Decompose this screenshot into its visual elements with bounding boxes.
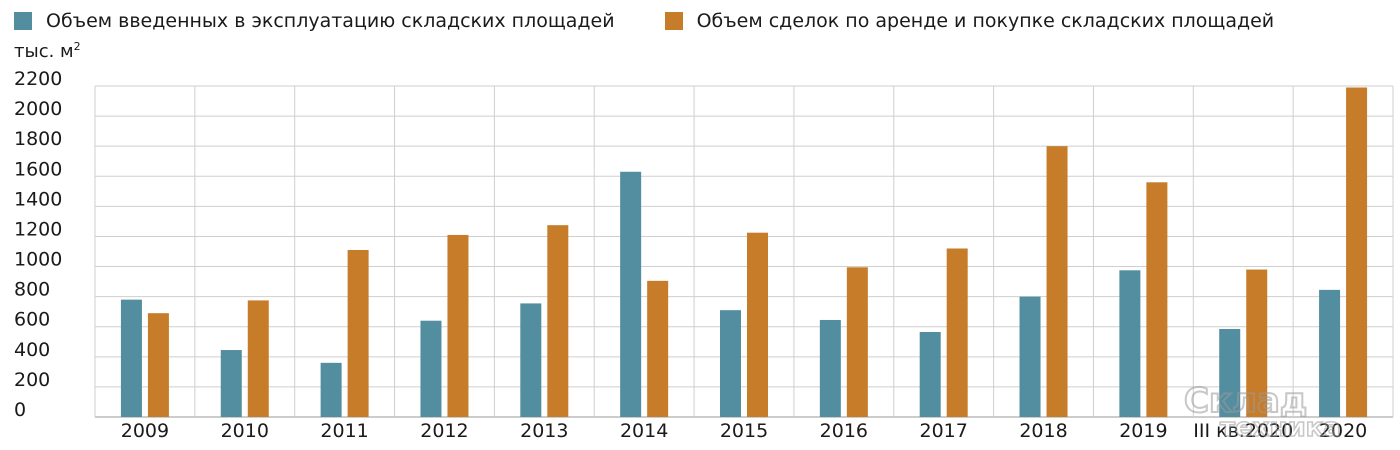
bar-deals-1 xyxy=(247,300,269,417)
y-tick-label-1000: 1000 xyxy=(14,249,62,271)
y-tick-label-400: 400 xyxy=(14,339,50,361)
y-axis-unit-label: тыс. м2 xyxy=(14,40,81,62)
x-tick-label-8: 2017 xyxy=(920,420,968,442)
sklad-tehnika-watermark-logo: Склад техника xyxy=(1183,380,1342,438)
y-tick-label-200: 200 xyxy=(14,369,50,391)
legend-item-deals: Объем сделок по аренде и покупке складск… xyxy=(664,10,1275,32)
x-tick-label-1: 2010 xyxy=(221,420,269,442)
bar-commissioned-2 xyxy=(320,362,342,417)
y-tick-label-1200: 1200 xyxy=(14,218,62,240)
svg-text:Склад: Склад xyxy=(1184,381,1307,421)
bar-commissioned-3 xyxy=(420,320,442,417)
legend-item-commissioned: Объем введенных в эксплуатацию складских… xyxy=(14,10,615,32)
x-tick-label-4: 2013 xyxy=(520,420,568,442)
bar-deals-11 xyxy=(1246,269,1268,417)
bar-commissioned-7 xyxy=(819,319,841,417)
bar-deals-9 xyxy=(1046,146,1068,417)
x-tick-label-7: 2016 xyxy=(820,420,868,442)
bar-commissioned-1 xyxy=(220,350,242,417)
chart-legend: Объем введенных в эксплуатацию складских… xyxy=(14,8,1324,34)
y-tick-label-1600: 1600 xyxy=(14,158,62,180)
bar-commissioned-12 xyxy=(1319,289,1341,417)
y-tick-label-1800: 1800 xyxy=(14,128,62,150)
x-tick-label-2: 2011 xyxy=(320,420,368,442)
x-tick-label-6: 2015 xyxy=(720,420,768,442)
bar-commissioned-11 xyxy=(1219,328,1241,417)
y-tick-label-800: 800 xyxy=(14,279,50,301)
bar-deals-10 xyxy=(1146,182,1168,417)
grid-layer xyxy=(94,85,1394,418)
x-tick-label-0: 2009 xyxy=(121,420,169,442)
x-tick-label-9: 2018 xyxy=(1019,420,1067,442)
label-layer: 0 200 400 600 800 1000 1200 1400 1600 1800 2000 220… xyxy=(14,68,1367,442)
x-tick-label-12: 2020 xyxy=(1319,420,1367,442)
y-tick-label-2000: 2000 xyxy=(14,98,62,120)
bar-commissioned-0 xyxy=(120,299,142,417)
bar-deals-3 xyxy=(447,234,469,417)
bar-layer xyxy=(120,87,1368,417)
bar-commissioned-8 xyxy=(919,331,941,417)
bar-commissioned-9 xyxy=(1019,296,1041,417)
bar-deals-6 xyxy=(747,232,768,417)
bar-commissioned-5 xyxy=(620,171,642,417)
legend-label-deals: Объем сделок по аренде и покупке складск… xyxy=(696,10,1275,32)
y-tick-label-0: 0 xyxy=(14,399,26,421)
x-tick-label-10: 2019 xyxy=(1119,420,1167,442)
bar-deals-0 xyxy=(147,313,169,417)
y-tick-label-2200: 2200 xyxy=(14,68,62,90)
legend-swatch-commissioned xyxy=(14,12,32,30)
legend-swatch-deals xyxy=(664,12,683,30)
bar-commissioned-6 xyxy=(720,310,741,417)
bar-deals-8 xyxy=(946,248,968,417)
bar-deals-12 xyxy=(1346,87,1368,417)
bar-commissioned-10 xyxy=(1119,270,1141,417)
x-tick-label-11: III кв.2020 xyxy=(1193,420,1293,442)
bar-deals-4 xyxy=(547,225,569,417)
x-tick-label-3: 2012 xyxy=(420,420,468,442)
svg-text:техника: техника xyxy=(1220,413,1341,438)
legend-label-commissioned: Объем введенных в эксплуатацию складских… xyxy=(46,10,615,32)
bar-deals-5 xyxy=(647,280,669,417)
x-tick-label-5: 2014 xyxy=(620,420,668,442)
bar-deals-2 xyxy=(347,249,369,417)
bar-commissioned-4 xyxy=(520,303,542,417)
bar-deals-7 xyxy=(846,267,868,417)
y-tick-label-1400: 1400 xyxy=(14,188,62,210)
y-tick-label-600: 600 xyxy=(14,309,50,331)
